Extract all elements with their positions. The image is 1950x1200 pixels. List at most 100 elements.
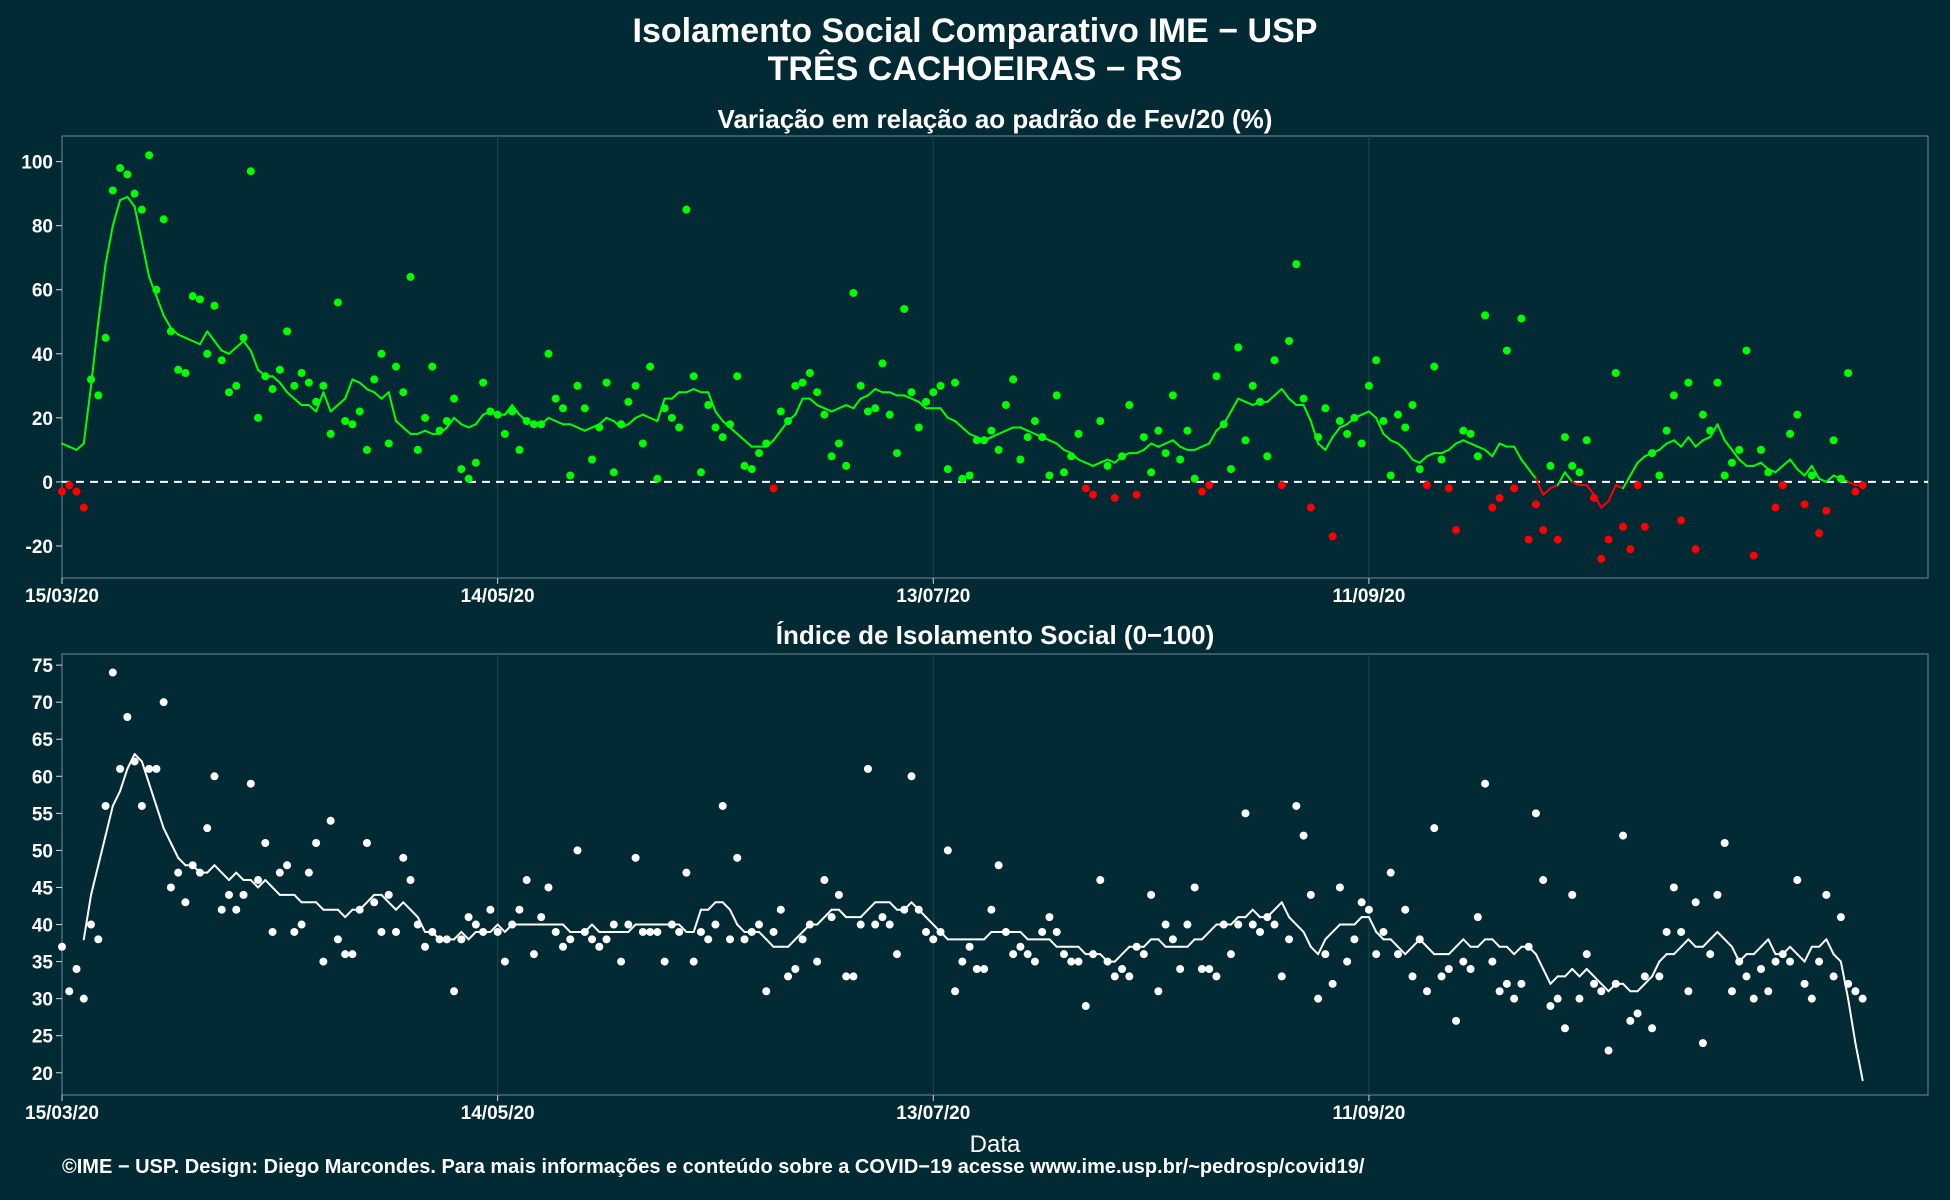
data-point — [653, 927, 662, 936]
data-point — [108, 668, 117, 677]
moving-average-segment — [1752, 461, 1763, 467]
data-point — [515, 905, 524, 914]
moving-average-segment — [1309, 420, 1320, 445]
moving-average-segment — [954, 420, 964, 429]
moving-average-segment — [1411, 938, 1421, 948]
moving-average-segment — [1186, 938, 1196, 948]
moving-average-segment — [1556, 471, 1566, 487]
moving-average-segment — [380, 391, 390, 400]
data-point — [529, 950, 538, 959]
data-point — [1444, 965, 1453, 973]
moving-average-segment — [1614, 484, 1625, 490]
data-point — [319, 381, 328, 390]
moving-average-segment — [90, 864, 100, 896]
data-point — [769, 484, 778, 493]
data-point — [1531, 809, 1540, 818]
data-point — [1793, 876, 1802, 885]
moving-average-segment — [293, 397, 303, 407]
moving-average-segment — [503, 404, 514, 416]
moving-average-segment — [315, 391, 325, 413]
data-point — [566, 471, 575, 480]
data-point — [1648, 1024, 1657, 1033]
data-point — [1408, 972, 1417, 981]
data-point — [246, 779, 255, 788]
data-point — [863, 407, 872, 416]
moving-average-segment — [82, 384, 93, 445]
moving-average-segment — [1796, 953, 1806, 963]
data-point — [500, 957, 509, 966]
moving-average-segment — [1026, 429, 1036, 435]
moving-average-segment — [329, 404, 339, 413]
data-point — [1161, 449, 1170, 458]
y-tick-label: 20 — [32, 409, 53, 430]
data-point — [711, 423, 720, 432]
moving-average-segment — [554, 420, 564, 426]
moving-average-segment — [1396, 945, 1407, 956]
moving-average-segment — [939, 930, 949, 941]
moving-average-segment — [1389, 938, 1399, 948]
moving-average-segment — [271, 886, 281, 896]
moving-average-segment — [620, 423, 630, 429]
data-point — [965, 942, 974, 951]
data-point — [159, 698, 168, 707]
data-point — [1633, 1009, 1642, 1018]
moving-average-segment — [503, 923, 514, 933]
data-point — [667, 413, 676, 422]
moving-average-segment — [736, 432, 746, 442]
moving-average-segment — [1309, 945, 1320, 956]
moving-average-segment — [1730, 945, 1741, 963]
data-point — [457, 465, 466, 474]
y-tick-label: 100 — [21, 153, 53, 174]
moving-average-segment — [1084, 461, 1095, 467]
moving-average-segment — [90, 320, 100, 387]
data-point — [863, 764, 872, 773]
moving-average-segment — [888, 391, 898, 397]
moving-average-segment — [946, 416, 957, 423]
data-point — [1829, 972, 1838, 981]
moving-average-segment — [155, 295, 165, 317]
moving-average-segment — [1244, 400, 1254, 407]
data-point — [108, 186, 117, 195]
moving-average-segment — [1229, 397, 1240, 413]
data-point — [145, 151, 154, 160]
data-point — [1793, 410, 1802, 419]
data-point — [130, 189, 139, 198]
moving-average-segment — [736, 923, 746, 933]
moving-average-segment — [1825, 474, 1835, 483]
data-point — [174, 365, 183, 374]
main-subtitle: TRÊS CACHOEIRAS − RS — [767, 50, 1183, 88]
data-point — [1081, 484, 1090, 493]
data-point — [1343, 429, 1352, 438]
moving-average-segment — [707, 391, 717, 413]
data-point — [1466, 429, 1475, 438]
data-point — [1430, 362, 1439, 371]
data-point — [1619, 522, 1628, 531]
moving-average-segment — [591, 423, 601, 429]
moving-average-segment — [1818, 477, 1828, 483]
moving-average-segment — [859, 394, 869, 400]
data-point — [588, 935, 597, 944]
moving-average-segment — [1215, 423, 1225, 432]
data-point — [1197, 487, 1206, 496]
moving-average-segment — [227, 346, 238, 355]
data-point — [355, 407, 364, 416]
moving-average-segment — [1781, 458, 1792, 467]
data-point — [1074, 957, 1083, 966]
data-point — [1822, 890, 1831, 899]
data-point — [195, 295, 204, 304]
moving-average-segment — [612, 420, 623, 429]
data-point — [486, 905, 495, 914]
moving-average-segment — [394, 901, 405, 911]
moving-average-segment — [489, 923, 499, 933]
moving-average-segment — [489, 410, 499, 416]
moving-average-segment — [1346, 416, 1356, 426]
data-point — [755, 449, 764, 458]
data-point — [254, 876, 263, 885]
data-point — [718, 801, 727, 810]
data-point — [922, 927, 931, 936]
data-point — [362, 839, 371, 847]
data-point — [1749, 551, 1758, 560]
data-point — [79, 503, 88, 512]
data-point — [1553, 994, 1562, 1003]
data-point — [929, 935, 938, 944]
